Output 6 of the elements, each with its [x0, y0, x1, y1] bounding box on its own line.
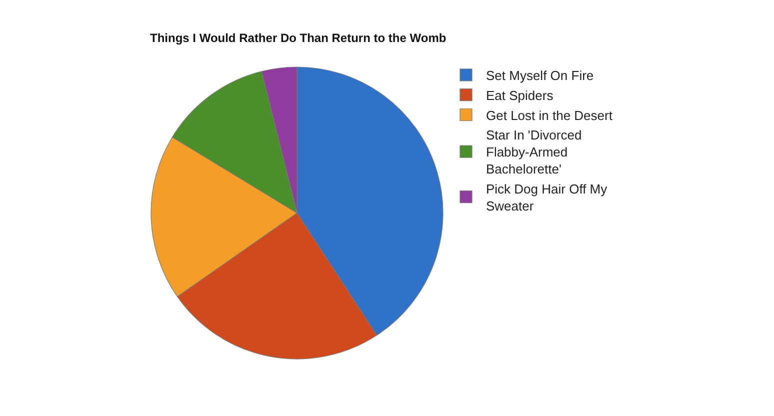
legend-label: Get Lost in the Desert — [486, 108, 613, 123]
legend-label: Pick Dog Hair Off My Sweater — [486, 181, 608, 214]
legend-label: Eat Spiders — [486, 88, 554, 103]
legend-label: Set Myself On Fire — [486, 68, 594, 84]
legend-label: Star In 'Divorced Flabby-Armed Bachelorette' — [486, 128, 582, 177]
chart-title: Things I Would Rather Do Than Return to the Womb — [150, 31, 446, 46]
